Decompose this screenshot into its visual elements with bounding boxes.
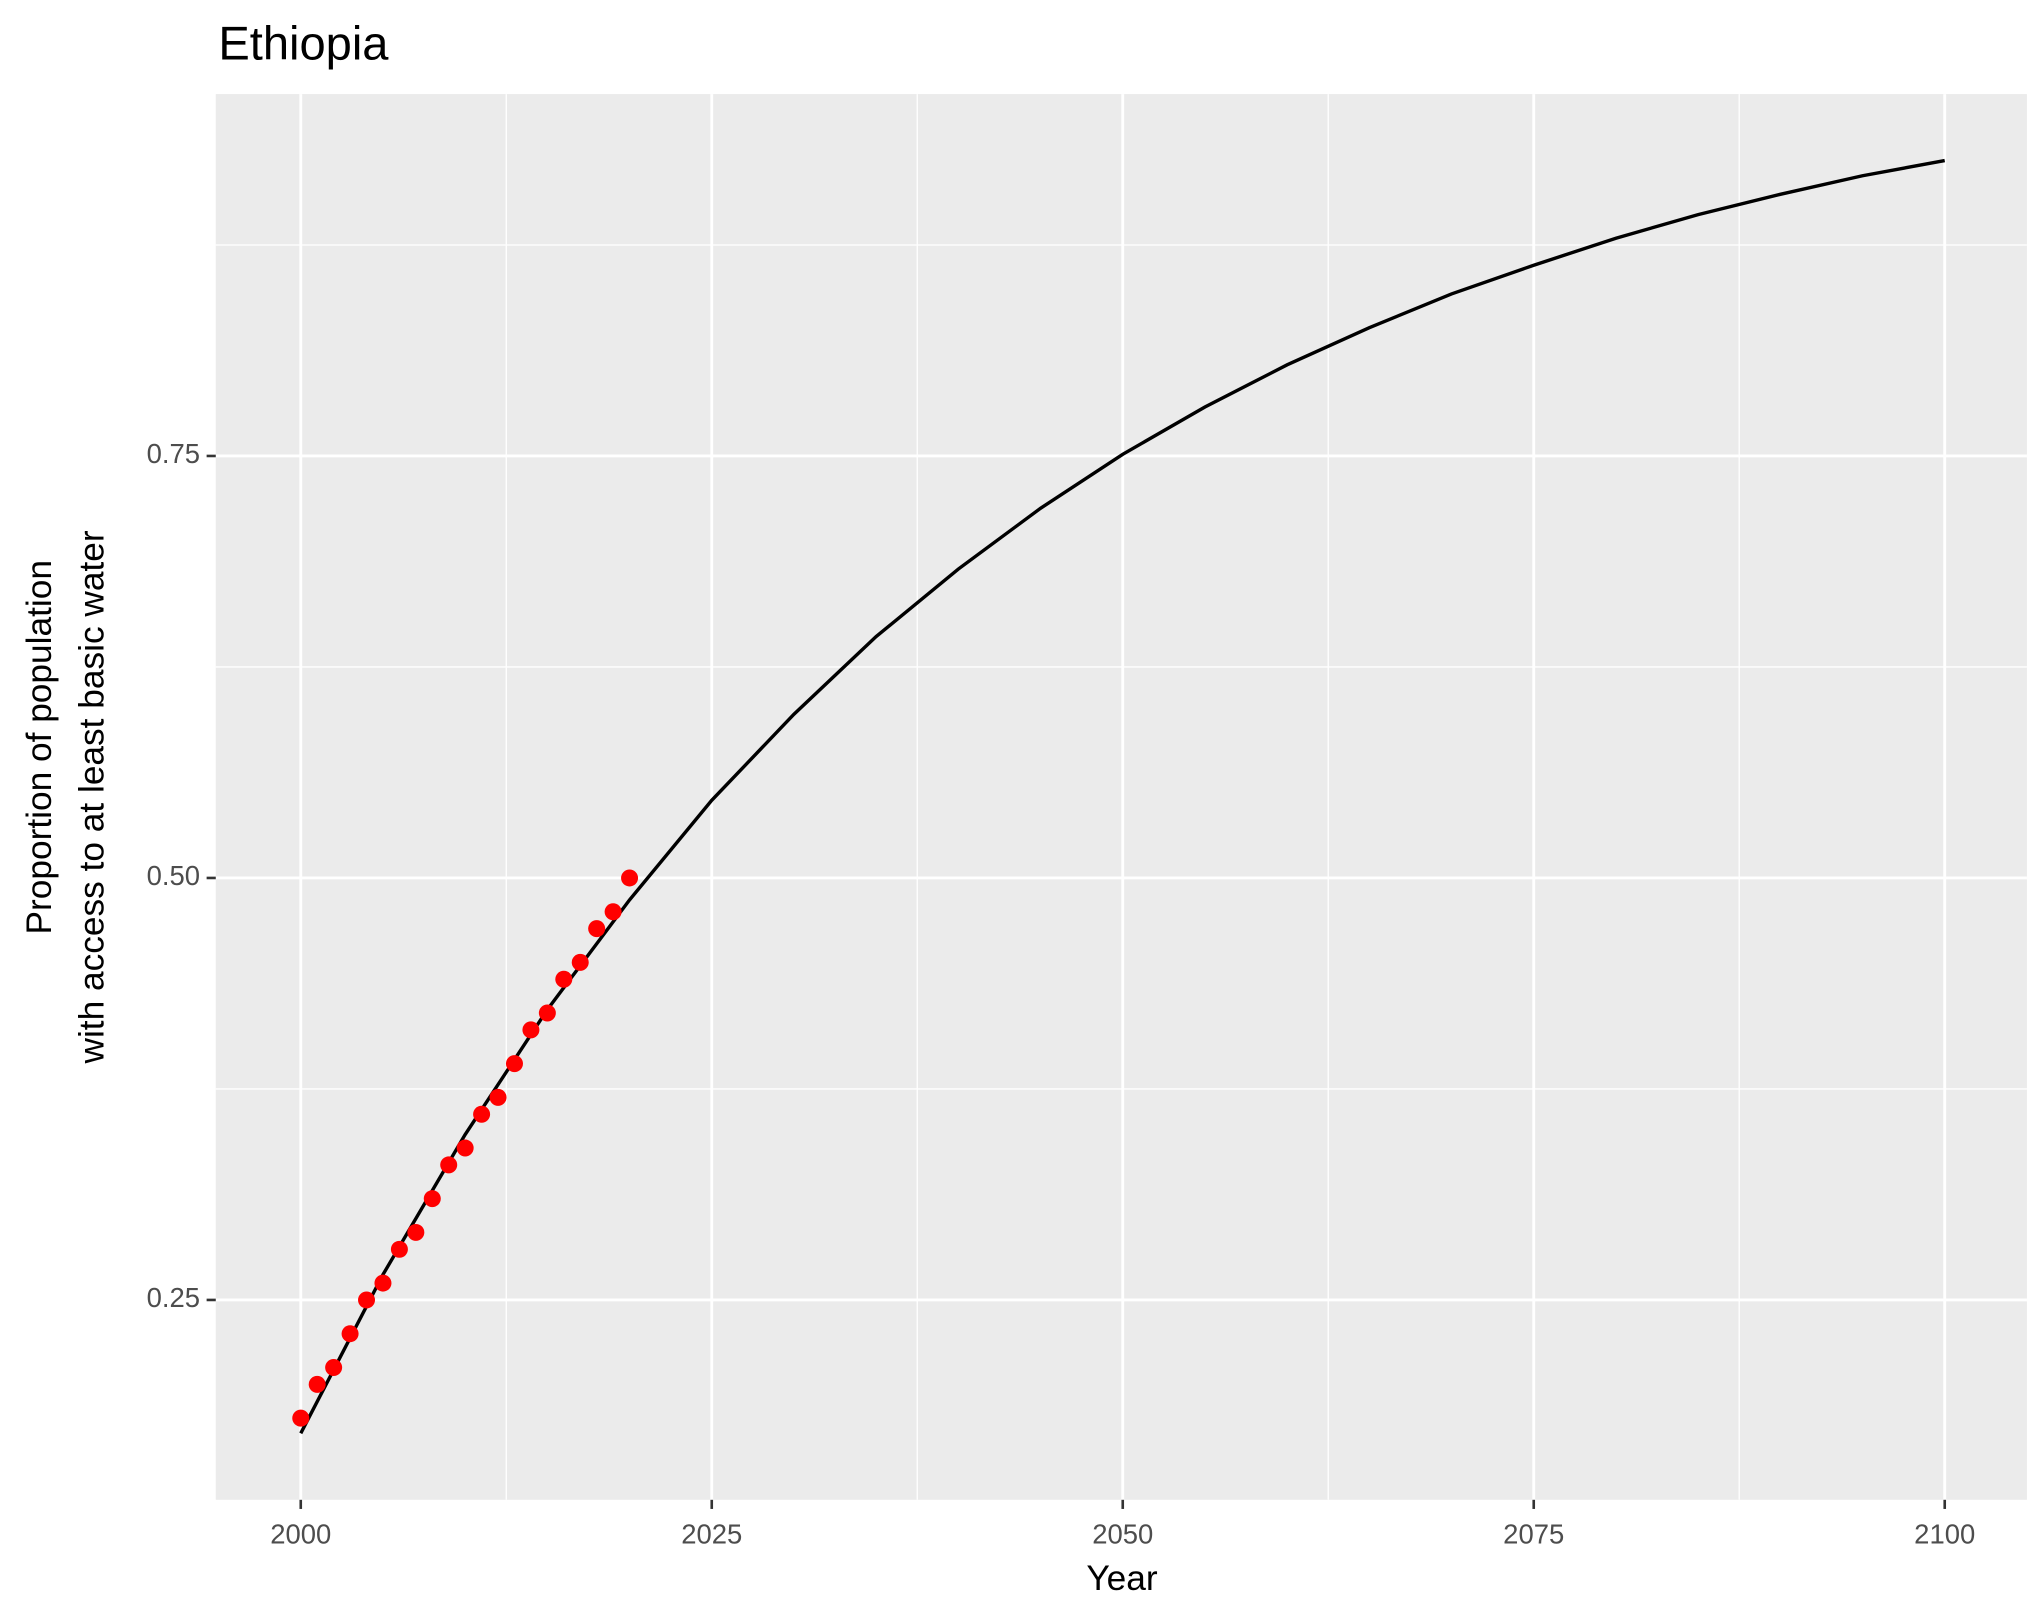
data-point xyxy=(571,953,589,971)
data-point xyxy=(473,1105,491,1123)
data-point xyxy=(505,1055,523,1073)
data-point xyxy=(407,1223,425,1241)
x-tick-label: 2100 xyxy=(1914,1519,1975,1550)
y-tick-label: 0.25 xyxy=(147,1282,200,1313)
data-point xyxy=(292,1409,310,1427)
data-point xyxy=(489,1088,507,1106)
data-point xyxy=(538,1004,556,1022)
data-point xyxy=(621,869,639,887)
y-axis-title: with access to at least basic water xyxy=(72,530,111,1064)
x-tick-label: 2025 xyxy=(681,1519,742,1550)
x-tick-label: 2000 xyxy=(270,1519,331,1550)
data-point xyxy=(423,1190,441,1208)
y-axis-title: Proportion of population xyxy=(20,560,59,934)
data-point xyxy=(604,903,622,921)
data-point xyxy=(456,1139,474,1157)
x-tick-label: 2050 xyxy=(1092,1519,1153,1550)
x-tick-label: 2075 xyxy=(1503,1519,1564,1550)
y-tick-label: 0.75 xyxy=(147,438,200,469)
x-axis-title: Year xyxy=(1086,1559,1158,1598)
y-tick-label: 0.50 xyxy=(147,860,200,891)
data-point xyxy=(325,1358,343,1376)
data-point xyxy=(308,1375,326,1393)
trend-line xyxy=(299,158,1946,1435)
data-point xyxy=(341,1325,359,1343)
data-point xyxy=(440,1156,458,1174)
data-point xyxy=(358,1291,376,1309)
data-point xyxy=(522,1021,540,1039)
data-point xyxy=(555,970,573,988)
data-point xyxy=(588,920,606,938)
chart-title: Ethiopia xyxy=(218,16,389,69)
data-point xyxy=(374,1274,392,1292)
data-point xyxy=(390,1240,408,1258)
